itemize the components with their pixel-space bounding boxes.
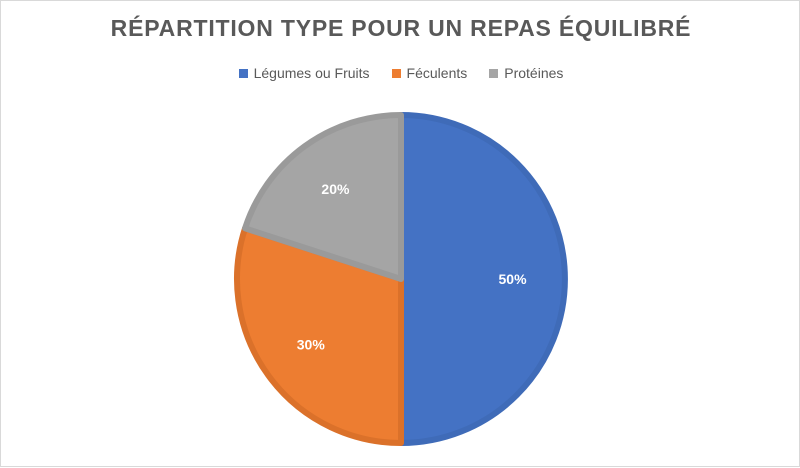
legend-swatch-legumes-ou-fruits [238,68,248,78]
chart-title: RÉPARTITION TYPE POUR UN REPAS ÉQUILIBRÉ [110,15,692,41]
pie-slice-feculents [234,225,404,446]
pie-slice-legumes-ou-fruits [398,112,568,446]
data-label-feculents: 30% [297,337,326,353]
legend-item-proteines: Protéines [489,65,563,81]
legend-label-proteines: Protéines [504,65,564,81]
legend: Légumes ou Fruits Féculents Protéines [1,65,800,81]
data-label-proteines: 20% [321,181,350,197]
legend-label-feculents: Féculents [406,65,468,81]
data-label-legumes-ou-fruits: 50% [499,271,528,287]
legend-swatch-proteines [489,68,499,78]
legend-swatch-feculents [391,68,401,78]
legend-item-legumes-ou-fruits: Légumes ou Fruits [238,65,370,81]
pie-slice-proteines [242,112,404,282]
legend-label-legumes-ou-fruits: Légumes ou Fruits [253,65,370,81]
legend-item-feculents: Féculents [391,65,468,81]
